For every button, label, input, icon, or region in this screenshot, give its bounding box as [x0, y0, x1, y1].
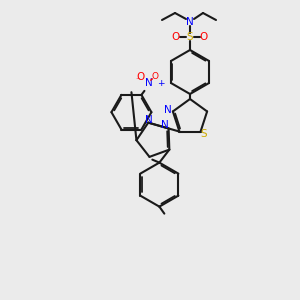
- Text: O: O: [152, 72, 159, 81]
- Text: N: N: [146, 115, 153, 124]
- Text: O: O: [136, 72, 145, 82]
- Text: +: +: [157, 80, 164, 88]
- Text: ⁻: ⁻: [135, 76, 140, 85]
- Text: S: S: [200, 129, 207, 139]
- Text: N: N: [145, 78, 152, 88]
- Text: N: N: [186, 17, 194, 27]
- Text: O: O: [200, 32, 208, 42]
- Text: O: O: [172, 32, 180, 42]
- Text: N: N: [161, 121, 169, 130]
- Text: S: S: [187, 32, 193, 42]
- Text: N: N: [164, 105, 172, 116]
